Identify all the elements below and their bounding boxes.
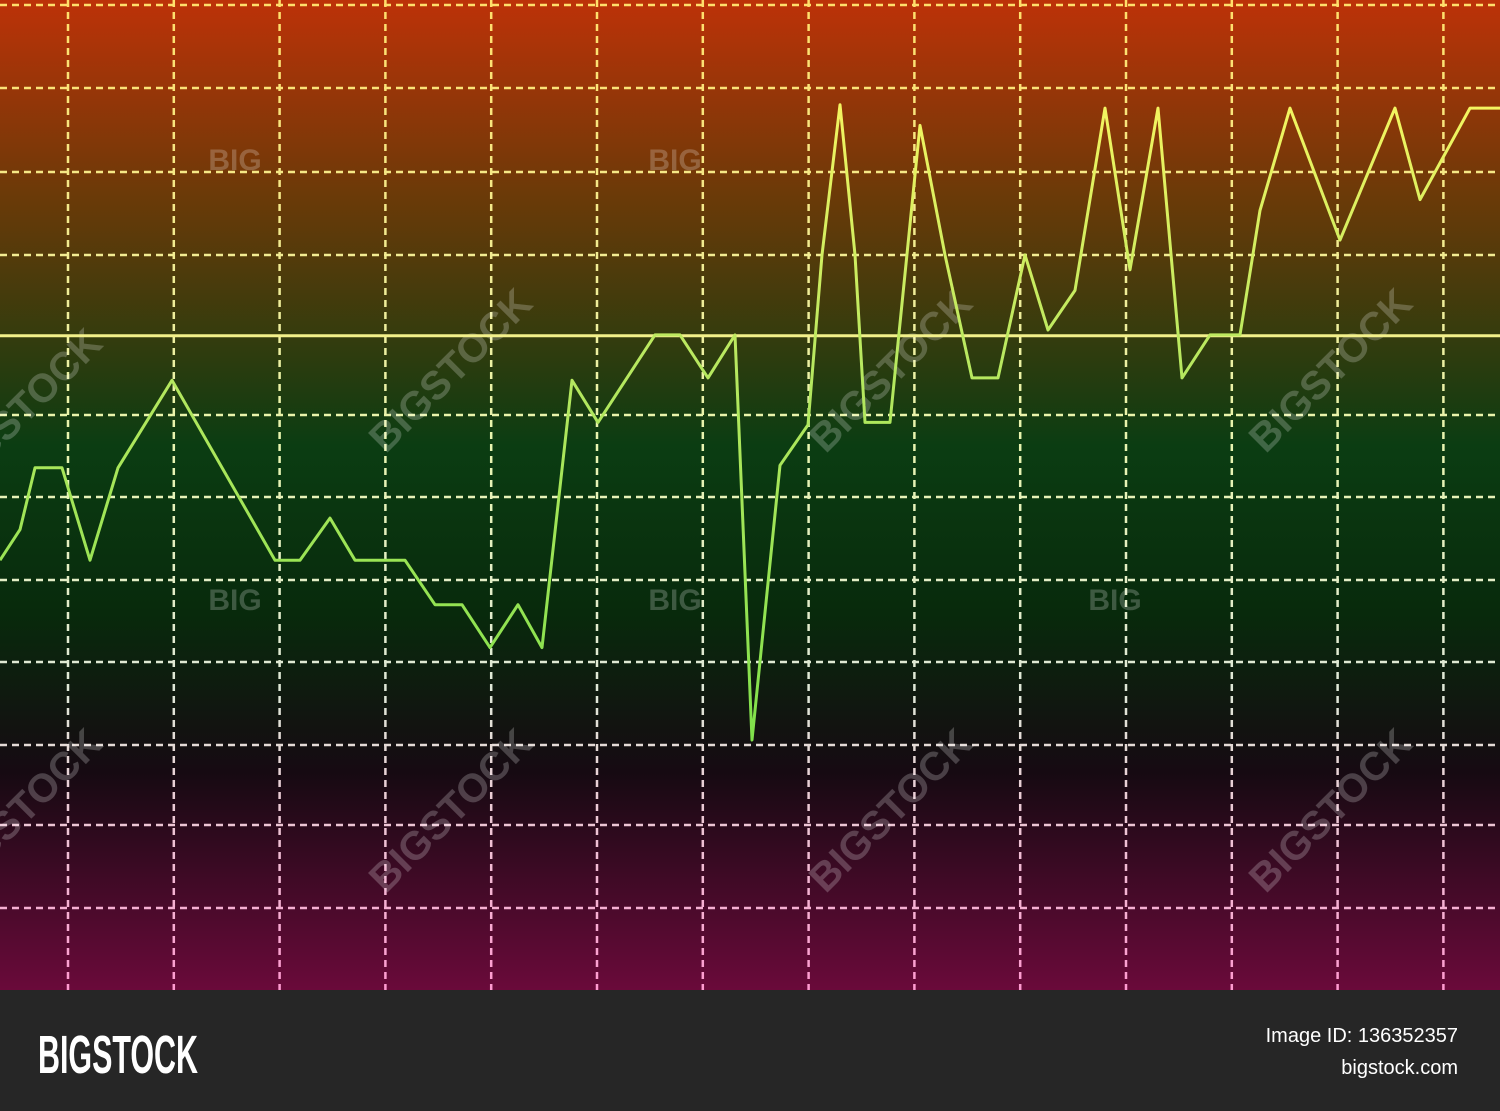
image-id: Image ID: 136352357: [1266, 1025, 1458, 1047]
watermark: BIG: [648, 144, 701, 177]
footer: [0, 990, 1500, 1111]
data-line: [0, 103, 1500, 742]
footer-logo: BIGSTOCK: [38, 1025, 198, 1085]
watermark: BIG: [208, 584, 261, 617]
site: bigstock.com: [1341, 1057, 1458, 1079]
watermark: BIG: [1088, 584, 1141, 617]
watermark: BIG: [208, 144, 261, 177]
watermark: BIG: [648, 584, 701, 617]
